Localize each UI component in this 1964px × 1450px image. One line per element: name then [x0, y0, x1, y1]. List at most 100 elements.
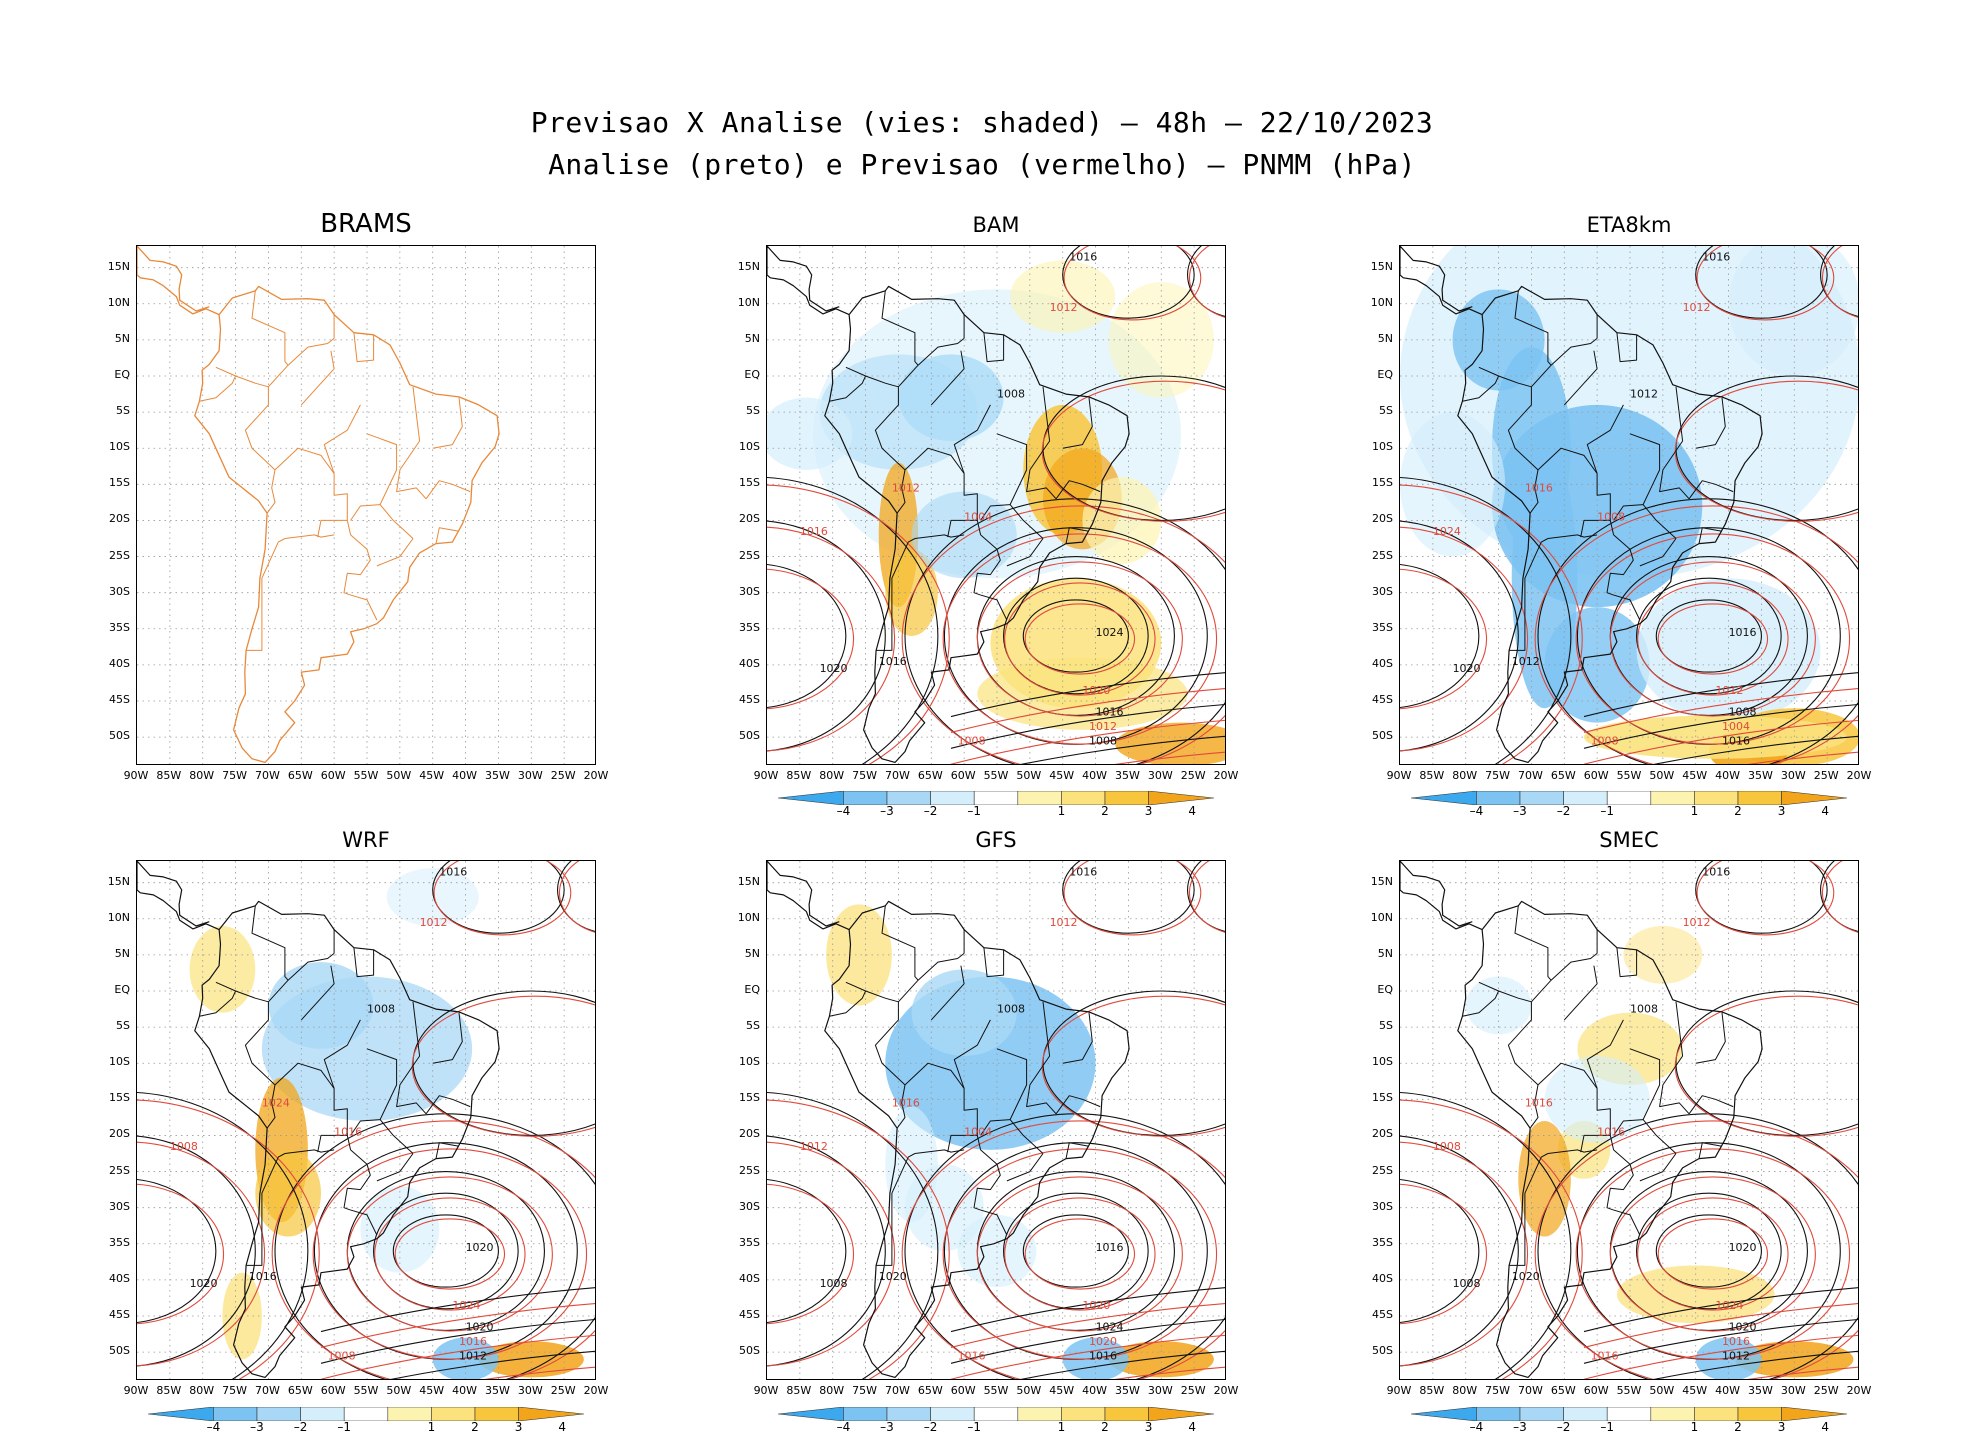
isobar-forecast: [374, 1197, 526, 1311]
lat-tick-label: 30S: [739, 584, 760, 598]
border-line: [896, 469, 906, 514]
lon-tick-label: 50W: [386, 1384, 412, 1397]
colorbar-swatch: [1017, 1406, 1062, 1422]
lon-tick-label: 30W: [1147, 1384, 1173, 1397]
colorbar-swatch: [777, 790, 844, 806]
isobar-south: [1114, 1366, 1225, 1379]
lon-tick-label: 75W: [852, 769, 877, 782]
lat-tick-label: 5S: [746, 404, 760, 418]
central-america-outline: [137, 246, 220, 316]
south-america-outline: [824, 285, 1130, 763]
colorbar-label: 1: [427, 1420, 436, 1434]
colorbar-label: 1: [1690, 1420, 1699, 1434]
isobar-forecast: [1400, 484, 1583, 764]
colorbar-label: 2: [1101, 1420, 1109, 1434]
bias-area: [1728, 246, 1858, 376]
border-line: [425, 480, 471, 500]
border-line: [1688, 1095, 1734, 1115]
panel-title: BAM: [972, 213, 1020, 237]
border-line: [1006, 1153, 1044, 1182]
border-line: [343, 1149, 378, 1236]
contour-label: 1008: [1597, 510, 1625, 523]
border-line: [1586, 404, 1624, 474]
isobar-analysis: [1003, 1192, 1149, 1310]
lon-tick-label: 70W: [254, 1384, 280, 1397]
lat-tick-label: 15S: [109, 476, 130, 490]
colorbar-swatch: [1781, 790, 1848, 806]
panel-title: GFS: [975, 828, 1017, 852]
isobar-analysis: [1576, 1142, 1841, 1360]
contour-label: 1012: [1512, 655, 1540, 668]
contour-label: 1016: [1597, 1125, 1625, 1138]
colorbar-swatch: [1061, 790, 1106, 806]
border-line: [904, 447, 982, 536]
isobar-south: [320, 1287, 595, 1333]
coastline: [767, 861, 1130, 1378]
lon-tick-label: 35W: [1114, 1384, 1140, 1397]
lat-tick-label: 15S: [1372, 476, 1393, 490]
colorbar-swatch: [886, 790, 931, 806]
lat-tick-label: 40S: [1372, 656, 1393, 670]
bias-shading: [189, 868, 584, 1379]
isobar-analysis: [1820, 246, 1858, 317]
lat-tick-label: 5N: [114, 331, 130, 345]
lon-tick-label: 40W: [452, 769, 477, 782]
isobar-south: [1583, 672, 1858, 718]
bias-shading: [826, 904, 1214, 1379]
border-line: [300, 965, 335, 1021]
border-line: [983, 947, 1005, 978]
isobar-forecast: [137, 1099, 320, 1379]
border-line: [1498, 990, 1532, 1003]
contour-label: 1020: [1082, 1299, 1110, 1312]
colorbar-swatch: [343, 1406, 389, 1422]
lon-tick-label: 55W: [983, 769, 1009, 782]
contour-label: 1020: [1729, 1320, 1757, 1333]
lat-tick-label: 10N: [737, 295, 760, 309]
isobar-analysis: [1042, 375, 1225, 521]
panel-title: SMEC: [1599, 828, 1659, 852]
border-line: [350, 504, 381, 521]
isobar-analysis: [557, 861, 595, 932]
isobar-forecast: [767, 526, 896, 752]
border-line: [274, 1062, 352, 1151]
lon-tick-label: 70W: [1517, 769, 1543, 782]
colorbar-label: 1: [1057, 1420, 1066, 1434]
border-line: [432, 1012, 463, 1064]
lat-tick-label: EQ: [114, 368, 130, 381]
contour-label: 1012: [1089, 720, 1117, 733]
south-america-outline: [1457, 900, 1763, 1378]
lat-tick-label: 10S: [739, 440, 760, 454]
lat-tick-label: 50S: [1372, 729, 1393, 743]
lon-tick-label: 65W: [1550, 769, 1576, 782]
map-svg: 1016101210121008101610121008100410161024…: [1400, 246, 1858, 764]
isobar-analysis: [392, 1214, 499, 1288]
isobar-forecast: [976, 561, 1183, 717]
border-line: [973, 534, 1008, 621]
isobar-analysis: [1003, 577, 1149, 695]
isobar-forecast: [271, 1120, 595, 1379]
coastline: [767, 246, 1130, 763]
colorbar-swatch: [777, 1406, 844, 1422]
colorbar-label: 1: [1690, 804, 1699, 818]
lon-tick-label: 25W: [1180, 769, 1206, 782]
colorbar-svg: [777, 790, 1215, 806]
isobar-south: [320, 1303, 595, 1348]
border-line: [983, 332, 1005, 363]
contour-label: 1016: [958, 1349, 986, 1362]
colorbar-label: 2: [471, 1420, 479, 1434]
border-line: [829, 981, 867, 1017]
isobar-analysis: [432, 861, 565, 934]
colorbar-swatch: [1148, 790, 1215, 806]
lon-tick-label: 35W: [1747, 1384, 1773, 1397]
isobar-forecast: [1024, 603, 1136, 675]
border-line: [1462, 981, 1500, 1017]
lon-tick-label: 65W: [287, 769, 313, 782]
isobar-forecast: [1063, 861, 1202, 936]
contour-label: 1016: [1069, 865, 1097, 878]
lat-tick-label: EQ: [114, 983, 130, 996]
border-line: [881, 290, 919, 366]
contour-label: 1008: [1089, 734, 1117, 747]
contour-label: 1024: [1096, 1320, 1124, 1333]
map-frame: 1016 1012 1008 1004 1024 1020 1016 1012 1008 1016…: [766, 245, 1226, 765]
colorbar-swatch: [1737, 790, 1782, 806]
